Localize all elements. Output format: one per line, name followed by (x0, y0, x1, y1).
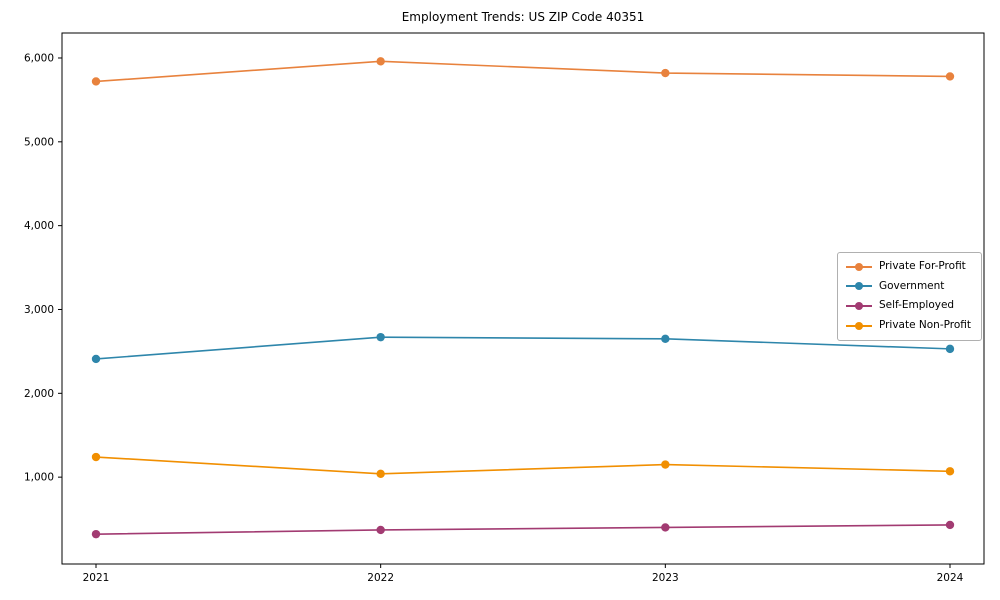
series-line-private-non-profit (95, 456, 951, 475)
data-point-private-for-profit (661, 68, 670, 78)
data-point-private-for-profit (376, 57, 385, 66)
legend-marker-dot (854, 282, 863, 291)
x-tick-label: 2022 (367, 572, 394, 584)
data-point-government (661, 334, 670, 344)
data-point-self-employed (661, 523, 670, 532)
legend-item: Government (845, 279, 971, 294)
plot-frame (61, 32, 985, 565)
series-line-private-for-profit (95, 60, 951, 83)
legend-item: Self-Employed (845, 299, 971, 313)
y-tick-label: 1,000 (24, 472, 54, 484)
legend-item: Private For-Profit (845, 260, 971, 274)
x-tick-label: 2021 (83, 572, 110, 584)
y-tick-label: 6,000 (24, 52, 54, 64)
data-point-private-for-profit (945, 72, 955, 81)
x-tick-label: 2024 (937, 572, 964, 584)
data-point-government (945, 344, 955, 354)
legend-marker (845, 302, 872, 311)
data-point-private-non-profit (661, 460, 670, 469)
legend-label: Private For-Profit (878, 260, 966, 272)
x-tick-label: 2023 (652, 572, 679, 584)
series-line-government (95, 336, 951, 360)
series-line-self-employed (95, 524, 951, 535)
data-point-government (376, 332, 385, 342)
y-tick-label: 5,000 (24, 136, 54, 148)
legend-marker-dot (854, 262, 863, 271)
y-tick-label: 4,000 (24, 220, 54, 232)
legend-marker (845, 321, 872, 330)
legend: Private For-Profit Government Self-Employe… (836, 252, 982, 341)
data-point-private-non-profit (945, 467, 955, 476)
chart-title: Employment Trends: US ZIP Code 40351 (401, 10, 645, 24)
legend-marker-dot (854, 302, 863, 311)
legend-marker (845, 262, 872, 271)
y-tick-label: 2,000 (24, 388, 54, 400)
legend-label: Private Non-Profit (878, 318, 971, 331)
data-point-self-employed (376, 525, 385, 535)
data-point-private-non-profit (376, 469, 385, 478)
legend-label: Government (878, 279, 945, 292)
data-point-private-non-profit (91, 452, 101, 462)
legend-marker (845, 282, 872, 291)
data-point-private-for-profit (91, 77, 101, 86)
legend-label: Self-Employed (878, 299, 955, 312)
legend-item: Private Non-Profit (845, 318, 971, 333)
data-point-self-employed (91, 529, 101, 539)
legend-marker-dot (854, 321, 863, 330)
data-point-government (91, 354, 101, 364)
y-tick-label: 3,000 (24, 304, 54, 316)
data-point-self-employed (945, 520, 955, 530)
